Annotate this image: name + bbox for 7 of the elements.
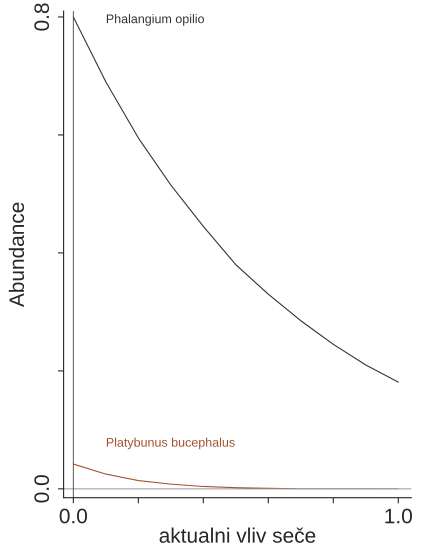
x-axis-title: aktualni vliv seče [160, 527, 316, 543]
y-axis-title: Abundance [8, 202, 24, 308]
text: Phalangium opilio [106, 14, 204, 26]
series-label: Platybunus bucephalus [106, 438, 235, 450]
x-tick-label: 1.0 [385, 508, 412, 524]
line-series [72, 16, 399, 383]
y-tick-label: 0.8 [34, 3, 50, 31]
